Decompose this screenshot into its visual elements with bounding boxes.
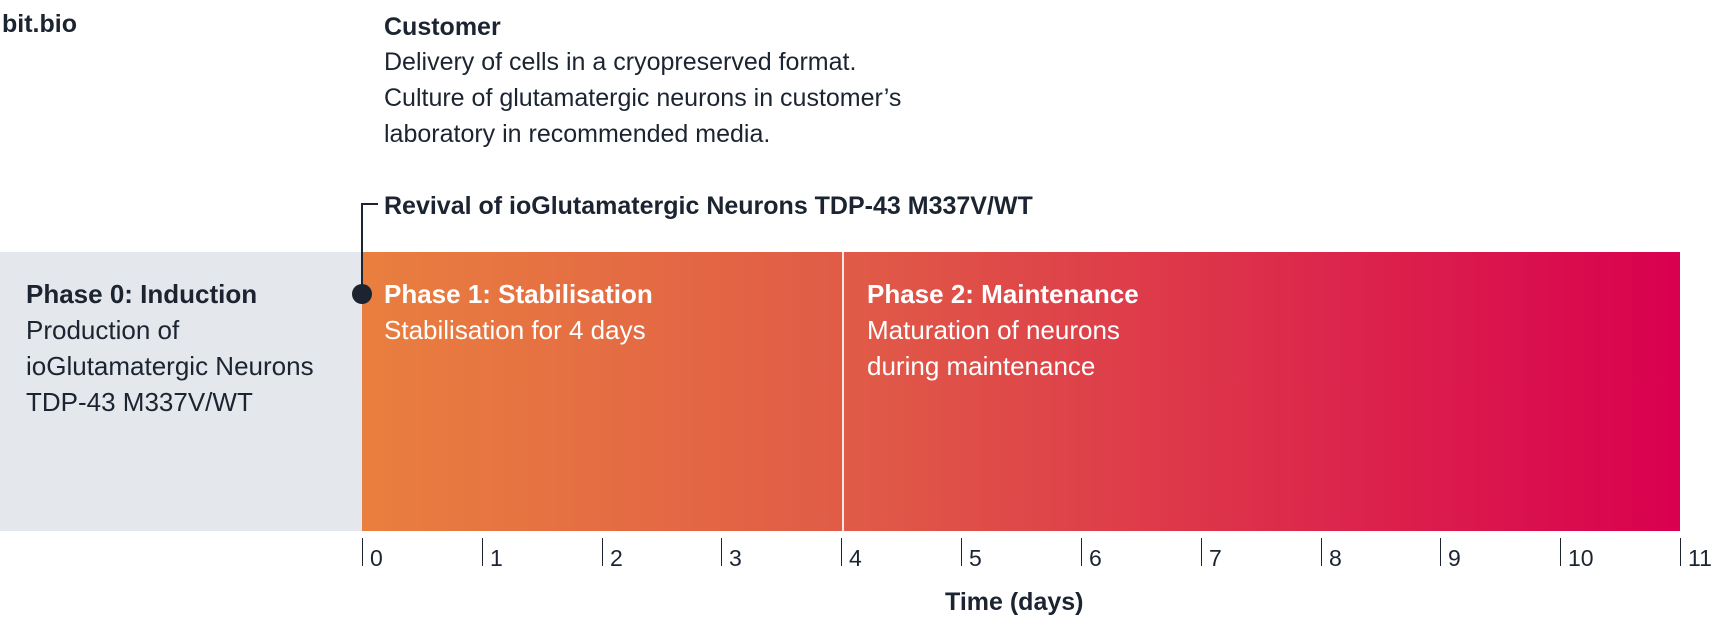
axis-tick-label: 3 [729, 545, 742, 571]
phase-title: Phase 2: Maintenance [867, 279, 1139, 309]
customer-title: Customer [384, 13, 501, 41]
axis-tick-label: 1 [490, 545, 503, 571]
axis-tick [841, 538, 842, 566]
phase-1-2-gradient-block [362, 252, 1680, 531]
phase-title: Phase 1: Stabilisation [384, 279, 653, 309]
axis-tick [1560, 538, 1561, 566]
axis-tick [1321, 538, 1322, 566]
axis-tick [1440, 538, 1441, 566]
axis-tick-label: 0 [370, 545, 383, 571]
brand-logo-text: bit.bio [2, 10, 77, 38]
revival-connector-line [361, 203, 378, 294]
axis-tick-label: 4 [849, 545, 862, 571]
axis-tick-label: 7 [1209, 545, 1222, 571]
phase-1-label: Phase 1: Stabilisation Stabilisation for… [384, 276, 824, 348]
axis-tick [1680, 538, 1681, 566]
axis-tick [362, 538, 363, 566]
phase-2-label: Phase 2: Maintenance Maturation of neuro… [867, 276, 1307, 384]
axis-tick-label: 2 [610, 545, 623, 571]
axis-tick [482, 538, 483, 566]
customer-line: Delivery of cells in a cryopreserved for… [384, 48, 857, 76]
phase-description: Maturation of neurons during maintenance [867, 315, 1120, 381]
revival-marker-dot [352, 284, 372, 304]
phase-description: Stabilisation for 4 days [384, 315, 646, 345]
customer-section: Customer Delivery of cells in a cryopres… [384, 10, 1104, 152]
phase-title: Phase 0: Induction [26, 279, 258, 309]
axis-title: Time (days) [945, 588, 1084, 616]
axis-tick-label: 5 [969, 545, 982, 571]
axis-tick [1081, 538, 1082, 566]
customer-line: Culture of glutamatergic neurons in cust… [384, 84, 902, 112]
axis-tick-label: 11 [1688, 545, 1712, 571]
axis-tick [961, 538, 962, 566]
axis-tick-label: 9 [1448, 545, 1461, 571]
phase-description: Production of ioGlutamatergic Neurons TD… [26, 315, 314, 417]
axis-tick [602, 538, 603, 566]
axis-tick-label: 6 [1089, 545, 1102, 571]
customer-line: laboratory in recommended media. [384, 120, 771, 148]
phase-0-label: Phase 0: Induction Production of ioGluta… [26, 276, 346, 420]
phase-0-block [0, 252, 362, 531]
revival-label: Revival of ioGlutamatergic Neurons TDP-4… [384, 192, 1033, 220]
axis-tick-label: 10 [1568, 545, 1594, 571]
axis-tick-label: 8 [1329, 545, 1342, 571]
axis-tick [721, 538, 722, 566]
phase-divider [842, 252, 844, 531]
axis-tick [1201, 538, 1202, 566]
